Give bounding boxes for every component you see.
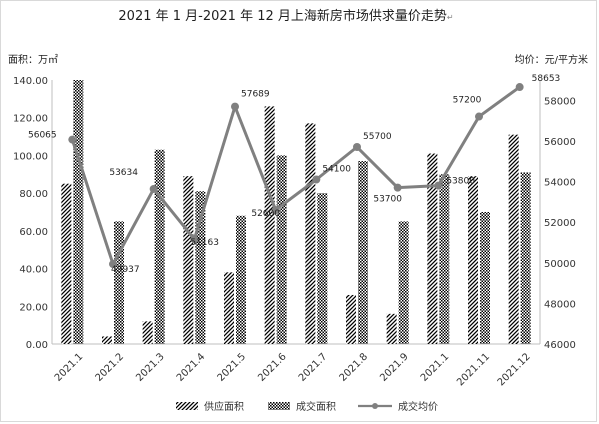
x-tick-label: 2021.3 — [134, 351, 167, 384]
bar-supply — [183, 176, 194, 344]
bar-supply — [224, 272, 234, 344]
bar-deal — [195, 191, 206, 344]
price-data-label: 57200 — [453, 96, 482, 106]
x-tick-label: 2021.9 — [378, 351, 411, 384]
bar-supply — [508, 134, 519, 344]
legend-swatch-price-marker — [372, 403, 378, 409]
price-point — [434, 181, 443, 190]
y-tick-left: 20.00 — [19, 302, 48, 313]
price-point — [393, 183, 402, 192]
y-tick-left: 0.00 — [26, 340, 48, 351]
bar-deal — [520, 172, 531, 344]
price-data-label: 51163 — [190, 238, 219, 248]
price-point — [68, 135, 77, 144]
bar-supply — [305, 123, 316, 344]
bar-supply — [61, 183, 72, 344]
bar-deal — [439, 174, 450, 344]
x-tick-label: 2021.11 — [455, 351, 492, 388]
price-data-label: 58653 — [532, 74, 561, 84]
y-tick-left: 80.00 — [19, 189, 48, 200]
price-data-label: 52600 — [251, 209, 280, 219]
x-ticks: 2021.1 2021.2 2021.3 2021.4 2021.5 2021.6 2021… — [53, 351, 533, 388]
y-tick-left: 60.00 — [19, 227, 48, 238]
price-point — [475, 112, 483, 121]
axes — [51, 80, 541, 345]
price-line-path — [70, 85, 521, 266]
y-tick-left: 140.00 — [13, 76, 48, 87]
bar-deal — [398, 221, 409, 344]
y-tick-right: 48000 — [544, 299, 576, 310]
x-tick-label: 2021.6 — [256, 351, 289, 384]
bars — [61, 80, 531, 345]
bar-deal — [317, 193, 328, 344]
x-tick-label: 2021.2 — [94, 351, 127, 384]
legend-swatch-supply — [176, 402, 198, 410]
data-labels: 56065 49937 53634 51163 57689 52600 54100 55700… — [28, 74, 560, 275]
y-tick-left: 100.00 — [13, 151, 48, 162]
y-tick-right: 46000 — [544, 340, 576, 351]
bar-supply — [142, 321, 153, 344]
x-tick-label: 2021.8 — [338, 351, 371, 384]
legend-label-deal: 成交面积 — [296, 400, 336, 413]
x-tick-label: 2021.1 — [53, 351, 86, 384]
chart-title: 2021 年 1 月-2021 年 12 月上海新房市场供求量价走势↵ — [118, 8, 453, 24]
y-axis-right-label: 均价：元/平方米 — [515, 53, 588, 66]
y-ticks-right: 46000 48000 50000 52000 54000 56000 58000 — [544, 96, 576, 351]
price-data-label: 53634 — [109, 168, 138, 178]
price-data-label: 55700 — [363, 132, 392, 142]
x-tick-label: 2021.4 — [175, 351, 208, 384]
price-data-label: 57689 — [241, 90, 270, 100]
y-tick-left: 40.00 — [19, 265, 48, 276]
y-tick-right: 54000 — [544, 178, 576, 189]
y-tick-left: 120.00 — [13, 114, 48, 125]
price-data-label: 54100 — [322, 165, 351, 175]
bar-deal — [236, 215, 246, 344]
bar-deal — [276, 155, 287, 344]
y-ticks-left: 0.00 20.00 40.00 60.00 80.00 100.00 120.00 140.… — [13, 76, 48, 351]
price-point — [312, 175, 321, 184]
price-line — [68, 83, 524, 269]
price-point — [353, 143, 361, 152]
bar-deal — [358, 161, 368, 344]
bar-deal — [73, 80, 84, 344]
legend: 供应面积 成交面积 成交均价 — [176, 400, 438, 413]
bar-supply — [468, 176, 478, 344]
bar-deal — [114, 221, 124, 344]
bar-deal — [480, 212, 490, 344]
bar-deal — [154, 149, 165, 344]
x-tick-label: 2021.5 — [216, 351, 249, 384]
price-data-label: 49937 — [111, 265, 140, 275]
price-point — [271, 205, 280, 214]
bar-supply — [346, 294, 356, 344]
price-data-label: 53700 — [373, 195, 402, 205]
price-point — [231, 102, 239, 111]
bar-supply — [264, 106, 275, 345]
bar-supply — [102, 336, 112, 344]
legend-swatch-deal — [268, 402, 290, 410]
legend-label-price: 成交均价 — [398, 400, 438, 413]
y-tick-right: 56000 — [544, 137, 576, 148]
x-tick-label: 2021.12 — [496, 351, 533, 388]
y-tick-right: 50000 — [544, 259, 576, 270]
bar-supply — [386, 313, 397, 344]
y-tick-right: 58000 — [544, 96, 576, 107]
price-point — [149, 184, 158, 193]
legend-label-supply: 供应面积 — [204, 400, 244, 413]
price-point — [190, 235, 199, 244]
price-data-label: 56065 — [28, 131, 57, 141]
price-point — [109, 260, 117, 269]
price-data-label: 53800 — [446, 177, 475, 187]
y-axis-left-label: 面积：万㎡ — [8, 54, 58, 66]
x-tick-label: 2021.1 — [419, 351, 452, 384]
x-tick-label: 2021.7 — [297, 351, 330, 384]
price-point — [515, 83, 524, 92]
y-tick-right: 52000 — [544, 218, 576, 229]
bar-supply — [427, 153, 438, 344]
